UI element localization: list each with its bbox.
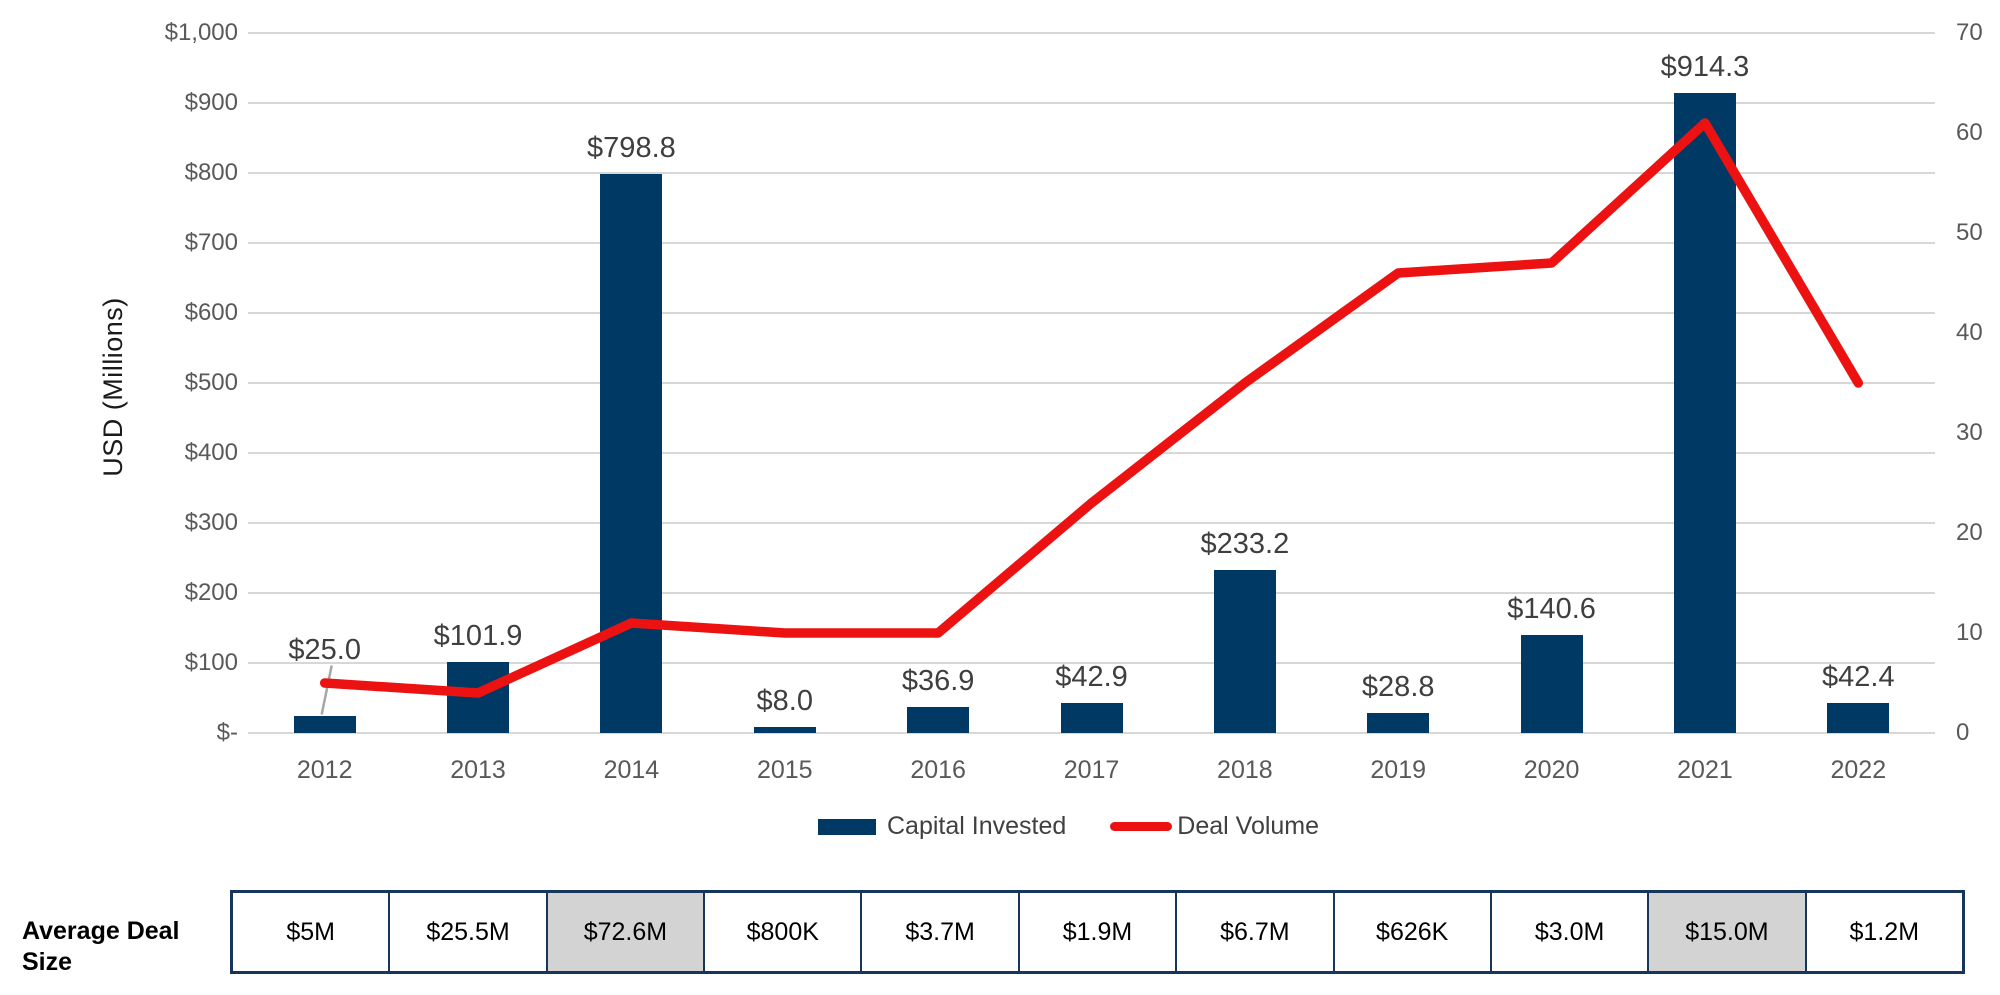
legend-item-capital-invested: Capital Invested	[818, 812, 1066, 841]
x-axis-label-2016: 2016	[910, 756, 966, 784]
bar-value-label-2012: $25.0	[288, 633, 361, 666]
bar-value-label-2017: $42.9	[1055, 660, 1128, 693]
capital-invested-bar-2012	[293, 715, 356, 733]
capital-invested-bar-2019	[1367, 712, 1430, 733]
x-axis-label-2014: 2014	[603, 756, 660, 784]
x-axis-label-2020: 2020	[1523, 756, 1580, 784]
right-axis-tick: 0	[1956, 719, 1970, 746]
legend-label-deal-volume: Deal Volume	[1177, 812, 1320, 840]
avg-deal-size-cell-2015: $800K	[703, 893, 861, 971]
avg-deal-size-cell-2020: $3.0M	[1489, 893, 1648, 971]
legend: Capital Invested Deal Volume	[818, 812, 1319, 841]
avg-deal-size-cell-2018: $6.7M	[1175, 893, 1333, 971]
left-axis-tick: $200	[184, 579, 238, 606]
x-axis-label-2013: 2013	[450, 756, 506, 784]
left-axis-tick: $600	[184, 299, 238, 326]
capital-invested-bar-2021	[1673, 92, 1736, 733]
average-deal-size-table: $5M $25.5M $72.6M $800K $3.7M $1.9M $6.7M $626K…	[230, 890, 1965, 974]
bar-value-label-2015: $8.0	[756, 685, 813, 718]
label-leader-line	[320, 665, 333, 715]
gridline	[248, 32, 1935, 34]
right-axis-tick: 20	[1956, 519, 1983, 546]
average-deal-size-row-label: Average Deal Size	[22, 917, 180, 976]
capital-invested-bar-2013	[447, 661, 510, 733]
left-axis-tick: $-	[216, 719, 238, 746]
x-axis-label-2021: 2021	[1677, 756, 1733, 784]
avg-deal-size-cell-2019: $626K	[1332, 893, 1490, 971]
left-axis-tick: $1,000	[164, 19, 238, 46]
left-axis-tick: $300	[184, 509, 238, 536]
bar-value-label-2021: $914.3	[1660, 50, 1750, 83]
avg-deal-size-cell-2012: $5M	[233, 893, 389, 971]
avg-deal-size-cell-2022: $1.2M	[1804, 893, 1962, 971]
capital-invested-bar-2020	[1520, 634, 1583, 733]
gridline	[248, 732, 1935, 734]
left-axis-tick: $900	[184, 89, 238, 116]
legend-item-deal-volume: Deal Volume	[1110, 812, 1319, 841]
left-axis-tick: $800	[184, 159, 238, 186]
x-axis-label-2017: 2017	[1063, 756, 1120, 784]
avg-deal-size-cell-2013: $25.5M	[388, 893, 546, 971]
bar-value-label-2014: $798.8	[587, 131, 676, 164]
bar-value-label-2018: $233.2	[1200, 527, 1290, 560]
left-axis-tick: $100	[184, 649, 238, 676]
x-axis-label-2018: 2018	[1217, 756, 1273, 784]
left-axis-tick: $700	[184, 229, 238, 256]
capital-invested-bar-2018	[1213, 569, 1276, 733]
deal-volume-polyline	[319, 118, 1864, 698]
avg-deal-size-cell-2021: $15.0M	[1647, 893, 1805, 971]
x-axis-label-2022: 2022	[1830, 756, 1887, 784]
avg-deal-size-cell-2016: $3.7M	[860, 893, 1018, 971]
avg-deal-size-cell-2014: $72.6M	[545, 893, 704, 971]
capital-invested-swatch-icon	[818, 818, 876, 835]
right-axis-tick: 70	[1956, 19, 1983, 46]
legend-label-capital-invested: Capital Invested	[887, 812, 1067, 840]
capital-invested-bar-2016	[907, 707, 970, 733]
right-axis-tick: 10	[1956, 619, 1983, 646]
bar-value-label-2022: $42.4	[1822, 661, 1895, 694]
capital-invested-bar-2022	[1827, 703, 1890, 733]
bar-value-label-2020: $140.6	[1507, 592, 1596, 625]
right-axis-tick: 40	[1956, 319, 1983, 346]
x-axis-label-2019: 2019	[1370, 756, 1427, 784]
bar-value-label-2013: $101.9	[433, 619, 523, 652]
deal-volume-swatch-icon	[1110, 822, 1173, 831]
right-axis-tick: 50	[1956, 219, 1983, 246]
capital-invested-bar-2015	[753, 727, 816, 733]
combo-chart: USD (Millions) $1,000 $900 $800 $700 $600 $50…	[98, 19, 1983, 841]
avg-deal-size-cell-2017: $1.9M	[1017, 893, 1176, 971]
bar-value-label-2019: $28.8	[1361, 670, 1435, 703]
bar-value-label-2016: $36.9	[901, 665, 975, 698]
capital-invested-bar-2014	[600, 173, 663, 733]
left-axis-tick: $400	[184, 439, 238, 466]
gridline	[248, 102, 1935, 104]
left-axis-tick: $500	[184, 369, 238, 396]
right-axis-tick: 30	[1956, 419, 1983, 446]
x-axis-label-2012: 2012	[296, 756, 353, 784]
right-axis-tick: 60	[1956, 119, 1983, 146]
x-axis-label-2015: 2015	[756, 756, 813, 784]
capital-invested-bar-2017	[1060, 702, 1123, 733]
